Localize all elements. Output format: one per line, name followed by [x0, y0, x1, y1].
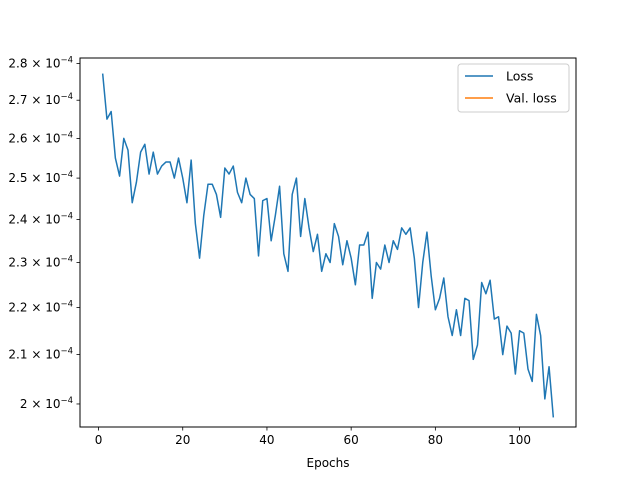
plot-area — [80, 58, 576, 427]
y-tick-label: 2.7 × 10−4 — [8, 92, 73, 107]
y-tick-label: 2.8 × 10−4 — [8, 55, 73, 70]
series-line-0 — [101, 73, 555, 418]
x-tick-label: 0 — [95, 433, 103, 447]
plot-lines — [101, 73, 555, 418]
x-tick-label: 80 — [428, 433, 443, 447]
x-axis-label: Epochs — [307, 456, 350, 470]
y-tick-label: 2 × 10−4 — [20, 396, 73, 411]
x-tick-label: 100 — [508, 433, 531, 447]
x-tick-label: 60 — [344, 433, 359, 447]
x-tick-label: 40 — [259, 433, 274, 447]
y-tick-label: 2.4 × 10−4 — [8, 211, 73, 226]
y-tick-label: 2.5 × 10−4 — [8, 170, 73, 185]
y-tick-label: 2.1 × 10−4 — [8, 347, 73, 362]
axes-frame — [79, 57, 577, 428]
x-axis-ticks: 0 20 40 60 80 100 — [95, 427, 531, 447]
y-axis-ticks: 2 × 10−4 2.1 × 10−4 2.2 × 10−4 2.3 × 10−4 2.… — [8, 55, 80, 411]
y-tick-label: 2.2 × 10−4 — [8, 299, 73, 314]
x-tick-label: 20 — [175, 433, 190, 447]
legend-label-0: Loss — [506, 69, 533, 84]
y-tick-label: 2.6 × 10−4 — [8, 130, 73, 145]
y-tick-label: 2.3 × 10−4 — [8, 255, 73, 270]
legend: Loss Val. loss — [457, 63, 570, 113]
legend-label-1: Val. loss — [506, 91, 557, 106]
